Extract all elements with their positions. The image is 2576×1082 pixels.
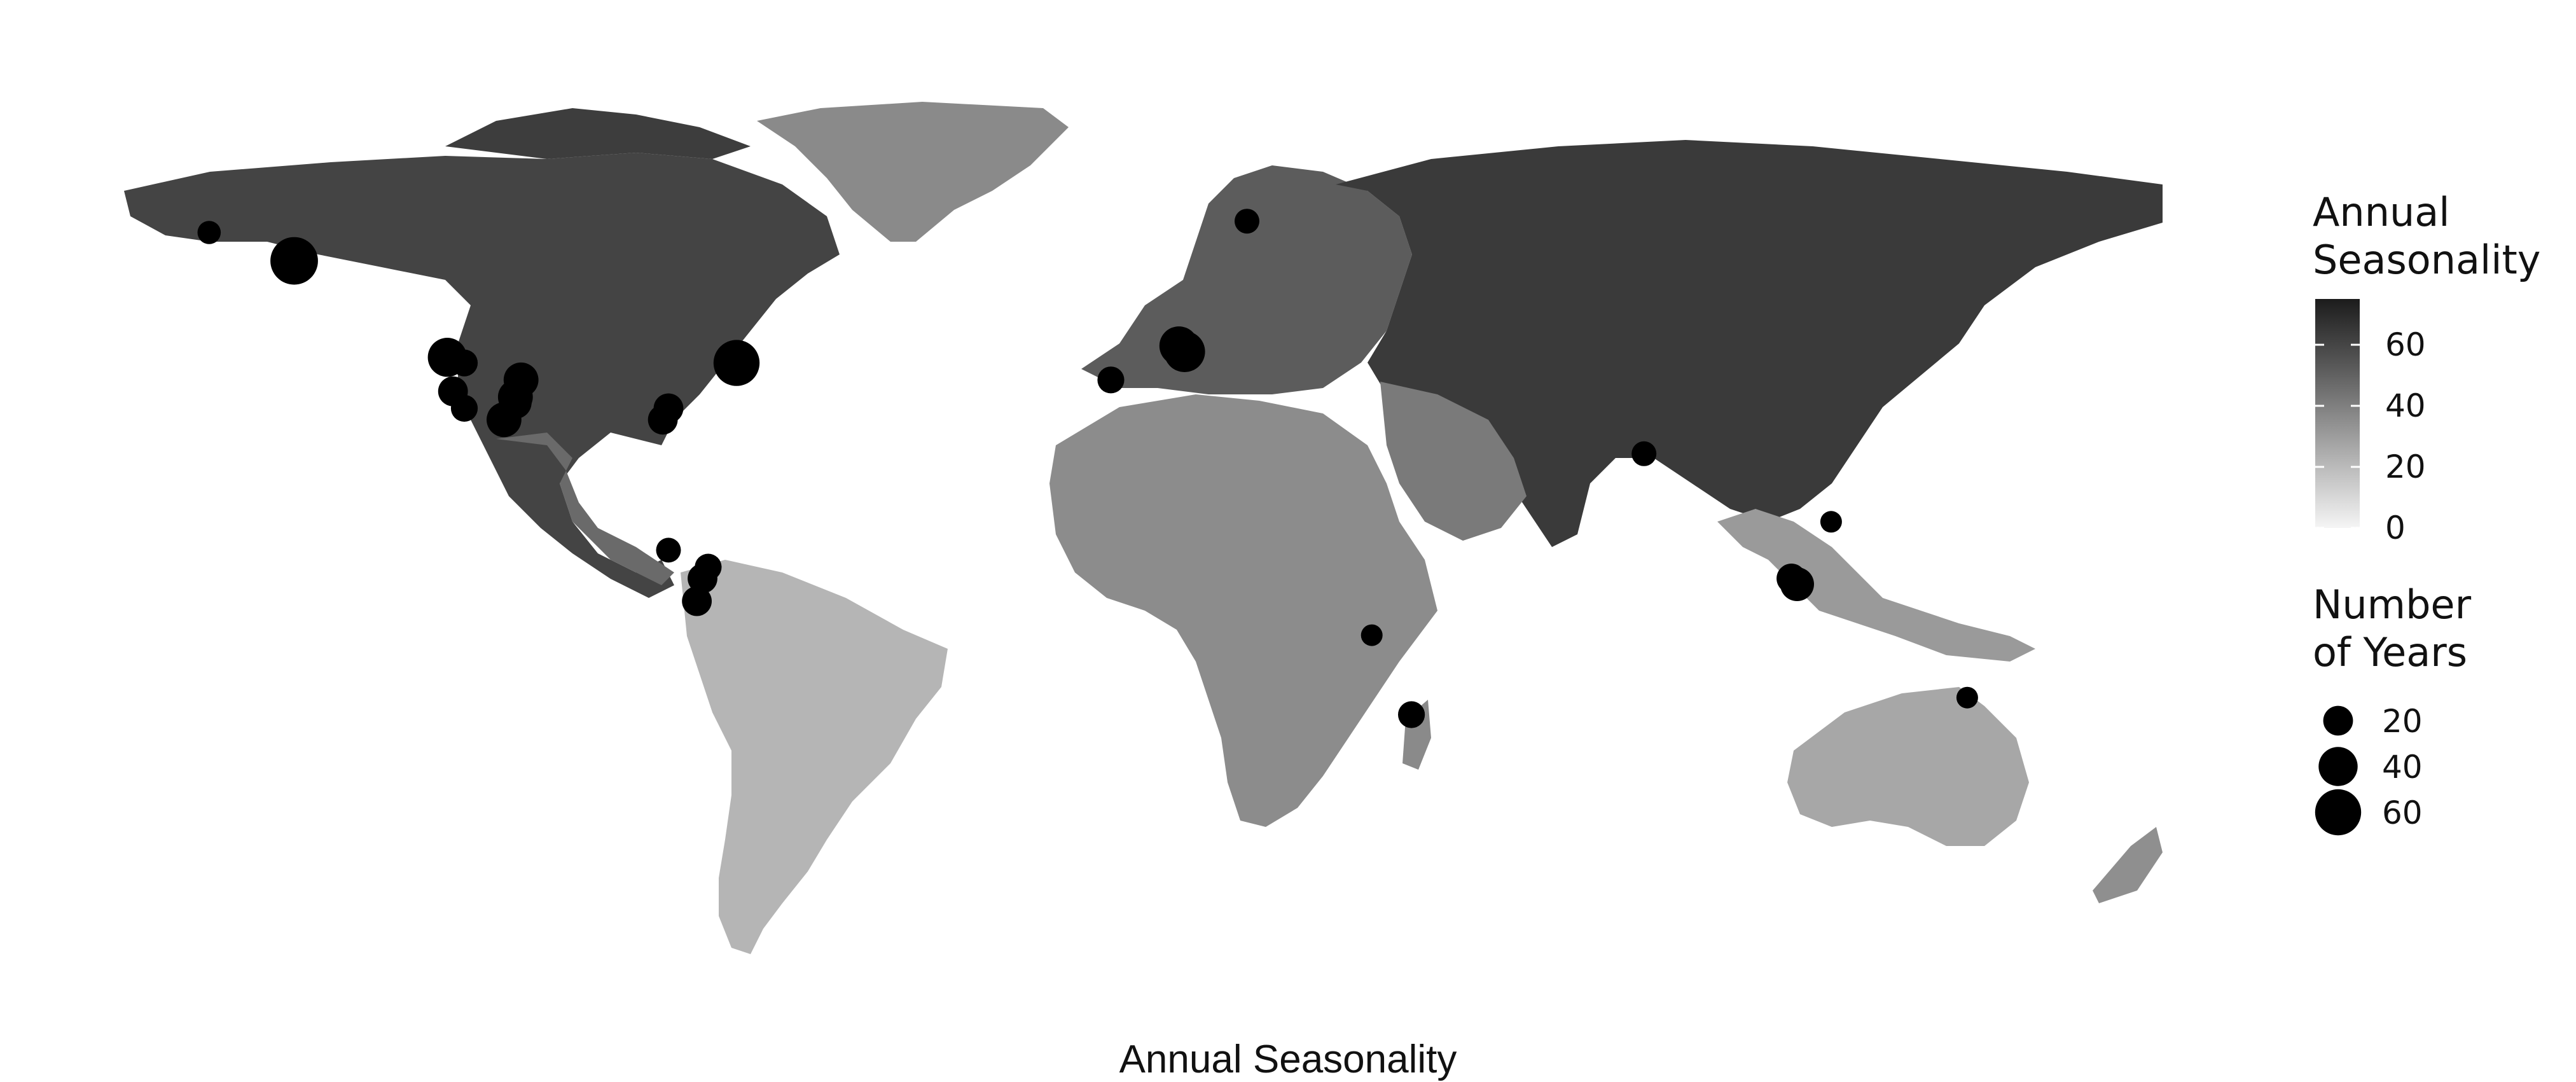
map-caption: Annual Seasonality — [1119, 1037, 1457, 1081]
colorbar-ticks: 0 20 40 60 — [2315, 326, 2426, 546]
size-legend-circle — [2318, 747, 2358, 786]
site-point — [450, 394, 478, 422]
site-point — [1398, 701, 1425, 728]
site-point — [1956, 686, 1978, 709]
land-north-america — [124, 153, 840, 598]
size-legend-title-line1: Number — [2313, 581, 2472, 628]
size-legend-title-line2: of Years — [2313, 629, 2467, 676]
land-arabia — [1380, 382, 1527, 541]
size-legend-circle — [2315, 789, 2362, 836]
fill-legend-title-line1: Annual — [2313, 189, 2450, 235]
land-europe — [1081, 165, 1412, 394]
land-canadian-arctic — [445, 108, 751, 159]
site-point — [713, 340, 760, 386]
size-legend-label: 40 — [2382, 749, 2423, 786]
site-point — [270, 237, 318, 285]
site-point — [1631, 441, 1657, 466]
land-north-america-south — [496, 433, 674, 585]
size-legend: Number of Years 20 40 60 — [2313, 581, 2472, 836]
site-point — [1780, 567, 1814, 602]
size-legend-circle — [2323, 705, 2353, 736]
colorbar-tick-label: 0 — [2385, 510, 2406, 546]
sites-layer — [197, 209, 1978, 728]
colorbar-tick-label: 40 — [2385, 387, 2426, 424]
size-legend-label: 60 — [2382, 794, 2423, 831]
site-point — [1361, 624, 1383, 646]
land-layer — [124, 102, 2163, 954]
site-point — [1097, 366, 1125, 394]
land-southeast-asia — [1717, 509, 2035, 662]
site-point — [656, 538, 681, 563]
site-point — [647, 405, 678, 435]
site-point — [1820, 511, 1842, 533]
site-point — [450, 349, 478, 377]
colorbar — [2315, 299, 2360, 528]
colorbar-tick-label: 20 — [2385, 448, 2426, 485]
fill-legend: Annual Seasonality 0 20 40 60 — [2313, 189, 2540, 546]
land-australia — [1787, 687, 2029, 846]
site-point — [682, 586, 712, 616]
site-point — [487, 402, 522, 438]
fill-legend-title-line2: Seasonality — [2313, 237, 2540, 283]
site-point — [1164, 331, 1205, 372]
land-greenland — [757, 102, 1069, 242]
land-asia — [1336, 140, 2163, 547]
site-point — [197, 221, 221, 244]
land-new-zealand — [2093, 827, 2163, 903]
site-point — [688, 564, 717, 593]
size-legend-entries: 20 40 60 — [2315, 703, 2423, 836]
size-legend-label: 20 — [2382, 703, 2423, 740]
land-africa — [1049, 394, 1437, 827]
site-point — [1235, 209, 1259, 234]
colorbar-tick-label: 60 — [2385, 326, 2426, 363]
land-south-america — [681, 560, 948, 954]
